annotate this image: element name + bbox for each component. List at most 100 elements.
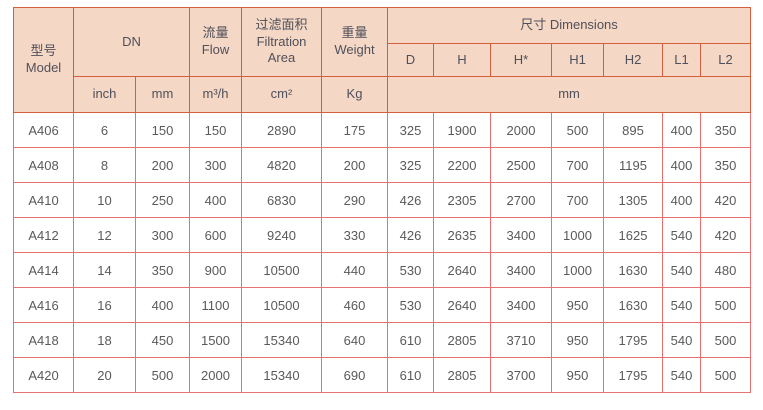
table-row: A418 18 450 1500 15340 640 610 2805 3710 950 1795 5… <box>13 322 752 358</box>
value-cell: 14 <box>73 252 136 288</box>
value-cell: 460 <box>321 287 388 323</box>
col-header-h1: H1 <box>551 43 604 77</box>
value-cell: 610 <box>387 357 434 393</box>
value-cell: 500 <box>699 287 752 323</box>
value-cell: 350 <box>699 112 752 148</box>
value-cell: 400 <box>662 182 701 218</box>
value-cell: 530 <box>387 252 434 288</box>
value-cell: 700 <box>551 147 604 183</box>
value-cell: 200 <box>135 147 190 183</box>
model-cell: A418 <box>13 322 74 358</box>
value-cell: 3700 <box>490 357 552 393</box>
value-cell: 895 <box>603 112 663 148</box>
value-cell: 1305 <box>603 182 663 218</box>
value-cell: 350 <box>699 147 752 183</box>
value-cell: 540 <box>662 322 701 358</box>
value-cell: 290 <box>321 182 388 218</box>
header-row-groups: 型号 Model DN 流量 Flow 过滤面积 Filtration Area… <box>13 7 752 113</box>
value-cell: 2640 <box>433 252 491 288</box>
value-cell: 6830 <box>241 182 322 218</box>
value-cell: 426 <box>387 217 434 253</box>
value-cell: 400 <box>662 112 701 148</box>
table-body: A406 6 150 150 2890 175 325 1900 2000 500 895 400 35… <box>13 112 752 393</box>
value-cell: 500 <box>135 357 190 393</box>
spec-table: 型号 Model DN 流量 Flow 过滤面积 Filtration Area… <box>13 7 752 393</box>
model-cell: A406 <box>13 112 74 148</box>
value-cell: 1000 <box>551 252 604 288</box>
value-cell: 15340 <box>241 322 322 358</box>
value-cell: 426 <box>387 182 434 218</box>
value-cell: 950 <box>551 287 604 323</box>
value-cell: 350 <box>135 252 190 288</box>
value-cell: 690 <box>321 357 388 393</box>
table-row: A412 12 300 600 9240 330 426 2635 3400 1000 1625 54… <box>13 217 752 253</box>
value-cell: 15340 <box>241 357 322 393</box>
model-cell: A408 <box>13 147 74 183</box>
value-cell: 3710 <box>490 322 552 358</box>
table-row: A410 10 250 400 6830 290 426 2305 2700 700 1305 400… <box>13 182 752 218</box>
value-cell: 500 <box>699 357 752 393</box>
value-cell: 325 <box>387 147 434 183</box>
value-cell: 2200 <box>433 147 491 183</box>
col-header-h-star: H* <box>490 43 552 77</box>
unit-weight: Kg <box>321 76 388 113</box>
value-cell: 950 <box>551 322 604 358</box>
value-cell: 2000 <box>490 112 552 148</box>
col-header-flow: 流量 Flow <box>189 7 242 77</box>
value-cell: 950 <box>551 357 604 393</box>
value-cell: 530 <box>387 287 434 323</box>
value-cell: 540 <box>662 217 701 253</box>
value-cell: 700 <box>551 182 604 218</box>
value-cell: 2000 <box>189 357 242 393</box>
col-header-dn: DN <box>73 7 190 77</box>
value-cell: 1500 <box>189 322 242 358</box>
value-cell: 1100 <box>189 287 242 323</box>
value-cell: 400 <box>189 182 242 218</box>
model-cell: A410 <box>13 182 74 218</box>
value-cell: 20 <box>73 357 136 393</box>
value-cell: 1900 <box>433 112 491 148</box>
model-cell: A420 <box>13 357 74 393</box>
value-cell: 4820 <box>241 147 322 183</box>
value-cell: 2700 <box>490 182 552 218</box>
model-cell: A414 <box>13 252 74 288</box>
value-cell: 1195 <box>603 147 663 183</box>
value-cell: 10500 <box>241 252 322 288</box>
value-cell: 2805 <box>433 322 491 358</box>
value-cell: 10 <box>73 182 136 218</box>
value-cell: 540 <box>662 252 701 288</box>
value-cell: 640 <box>321 322 388 358</box>
unit-mm: mm <box>135 76 190 113</box>
table-row: A416 16 400 1100 10500 460 530 2640 3400 950 1630 5… <box>13 287 752 323</box>
value-cell: 1000 <box>551 217 604 253</box>
value-cell: 3400 <box>490 287 552 323</box>
value-cell: 18 <box>73 322 136 358</box>
table-row: A408 8 200 300 4820 200 325 2200 2500 700 1195 400 3… <box>13 147 752 183</box>
value-cell: 400 <box>135 287 190 323</box>
value-cell: 420 <box>699 217 752 253</box>
value-cell: 10500 <box>241 287 322 323</box>
value-cell: 9240 <box>241 217 322 253</box>
value-cell: 480 <box>699 252 752 288</box>
col-header-h2: H2 <box>603 43 663 77</box>
value-cell: 250 <box>135 182 190 218</box>
value-cell: 200 <box>321 147 388 183</box>
model-cell: A416 <box>13 287 74 323</box>
value-cell: 600 <box>189 217 242 253</box>
value-cell: 2635 <box>433 217 491 253</box>
value-cell: 540 <box>662 287 701 323</box>
value-cell: 440 <box>321 252 388 288</box>
table-row: A406 6 150 150 2890 175 325 1900 2000 500 895 400 35… <box>13 112 752 148</box>
col-header-l2: L2 <box>699 43 752 77</box>
value-cell: 6 <box>73 112 136 148</box>
value-cell: 420 <box>699 182 752 218</box>
header-row-units: inch mm m³/h cm² Kg mm <box>14 76 752 113</box>
value-cell: 1625 <box>603 217 663 253</box>
col-header-l1: L1 <box>662 43 701 77</box>
value-cell: 300 <box>189 147 242 183</box>
value-cell: 175 <box>321 112 388 148</box>
col-header-weight: 重量 Weight <box>321 7 388 77</box>
table-header: 型号 Model DN 流量 Flow 过滤面积 Filtration Area… <box>13 7 752 113</box>
value-cell: 450 <box>135 322 190 358</box>
unit-flow: m³/h <box>189 76 242 113</box>
